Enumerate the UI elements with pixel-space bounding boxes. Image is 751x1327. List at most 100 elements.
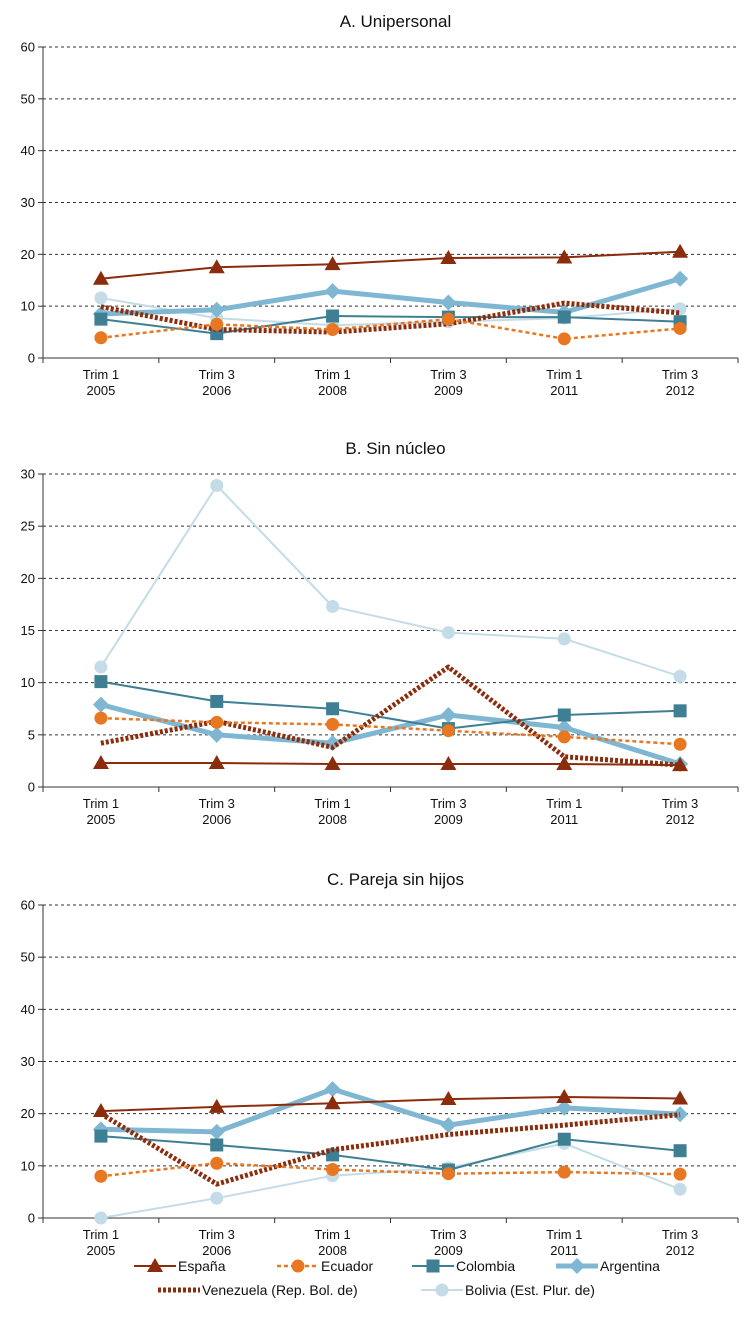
x-tick-label: Trim 1 2011 <box>546 367 582 398</box>
point-espana <box>556 249 573 264</box>
series-line-colombia <box>100 1135 681 1171</box>
point-bolivia-est-plur-de <box>673 669 687 683</box>
chart-title: C. Pareja sin hijos <box>327 870 464 889</box>
point-espana <box>208 755 225 770</box>
point-espana <box>556 756 573 771</box>
series-line-bolivia-est-plur-de <box>100 1142 681 1219</box>
point-argentina <box>672 270 689 287</box>
point-ecuador <box>94 1169 108 1183</box>
x-tick-label: Trim 1 2011 <box>546 796 582 827</box>
point-ecuador <box>441 1167 455 1181</box>
point-colombia <box>557 1132 571 1146</box>
legend-label: Venezuela (Rep. Bol. de) <box>202 1282 358 1298</box>
series-line-espana <box>100 250 681 280</box>
point-espana <box>672 243 689 258</box>
point-espana <box>208 259 225 274</box>
series-line-colombia <box>100 315 681 335</box>
point-argentina <box>208 1123 225 1140</box>
point-bolivia-est-plur-de <box>210 1191 224 1205</box>
y-tick-label: 60 <box>21 898 35 913</box>
x-tick-label: Trim 1 2008 <box>314 1227 350 1258</box>
series-line-ecuador <box>100 716 681 746</box>
y-tick-label: 40 <box>21 143 35 158</box>
point-ecuador <box>557 332 571 346</box>
series-colombia <box>94 1129 687 1177</box>
x-tick-label: Trim 3 2006 <box>199 367 235 398</box>
legend-swatch-marker <box>569 1258 585 1274</box>
y-tick-label: 40 <box>21 1002 35 1017</box>
series-venezuela-rep-bol-de <box>100 664 681 768</box>
point-espana <box>92 270 109 285</box>
series-argentina <box>92 1081 689 1140</box>
series-line-argentina <box>100 1086 681 1135</box>
point-argentina <box>672 1106 689 1123</box>
y-tick-label: 0 <box>28 780 35 795</box>
point-argentina <box>440 707 457 724</box>
x-tick-label: Trim 1 2008 <box>314 796 350 827</box>
x-tick-label: Trim 3 2012 <box>662 796 698 827</box>
legend-item-argentina: Argentina <box>556 1258 660 1274</box>
x-tick-label: Trim 3 2006 <box>199 1227 235 1258</box>
point-ecuador <box>557 730 571 744</box>
point-colombia <box>94 675 108 689</box>
y-tick-label: 30 <box>21 1054 35 1069</box>
y-tick-label: 20 <box>21 571 35 586</box>
point-bolivia-est-plur-de <box>673 1182 687 1196</box>
point-bolivia-est-plur-de <box>94 660 108 674</box>
chart-a-unipersonal: A. Unipersonal 0 10 20 30 40 50 60 Trim 1 2005 Tri… <box>21 12 739 398</box>
y-tick-label: 5 <box>28 727 35 742</box>
legend-item-ecuador: Ecuador <box>277 1258 373 1274</box>
point-colombia <box>673 704 687 718</box>
x-tick-label: Trim 1 2011 <box>546 1227 582 1258</box>
point-colombia <box>557 310 571 324</box>
point-argentina <box>440 294 457 311</box>
series-line-espana <box>100 1096 681 1113</box>
y-tick-label: 50 <box>21 950 35 965</box>
point-espana <box>672 1090 689 1105</box>
point-ecuador <box>441 724 455 738</box>
series-ecuador <box>94 711 687 751</box>
series-argentina <box>92 270 689 322</box>
point-espana <box>324 256 341 271</box>
y-tick-label: 30 <box>21 467 35 482</box>
y-tick-label: 60 <box>21 40 35 55</box>
point-espana <box>556 1088 573 1103</box>
point-bolivia-est-plur-de <box>94 1211 108 1225</box>
x-tick-label: Trim 3 2012 <box>662 367 698 398</box>
point-argentina <box>556 719 573 736</box>
y-tick-label: 0 <box>28 351 35 366</box>
point-espana <box>92 755 109 770</box>
y-tick-label: 50 <box>21 91 35 106</box>
point-espana <box>440 1091 457 1106</box>
point-espana <box>672 757 689 772</box>
point-colombia <box>210 694 224 708</box>
series-ecuador <box>94 1156 687 1183</box>
y-tick-label: 0 <box>28 1211 35 1226</box>
point-argentina <box>208 301 225 318</box>
point-espana <box>324 1095 341 1110</box>
x-tick-label: Trim 3 2012 <box>662 1227 698 1258</box>
series-line-argentina <box>100 702 681 767</box>
x-tick-label: Trim 3 2009 <box>430 796 466 827</box>
point-argentina <box>556 1099 573 1116</box>
point-ecuador <box>94 711 108 725</box>
legend-swatch-marker <box>435 1283 449 1297</box>
y-tick-label: 10 <box>21 1158 35 1173</box>
point-bolivia-est-plur-de <box>441 626 455 640</box>
point-bolivia-est-plur-de <box>557 632 571 646</box>
point-ecuador <box>210 715 224 729</box>
legend-swatch-marker <box>426 1259 440 1273</box>
x-tick-label: Trim 1 2008 <box>314 367 350 398</box>
point-espana <box>440 756 457 771</box>
point-ecuador <box>673 321 687 335</box>
x-tick-label: Trim 1 2005 <box>83 1227 119 1258</box>
series-espana <box>92 755 689 772</box>
legend-item-bolivia-est-plur-de: Bolivia (Est. Plur. de) <box>421 1282 595 1298</box>
x-tick-label: Trim 1 2005 <box>83 367 119 398</box>
legend-item-venezuela-rep-bol-de: Venezuela (Rep. Bol. de) <box>158 1282 358 1298</box>
point-ecuador <box>557 1165 571 1179</box>
legend-swatch-marker <box>291 1259 305 1273</box>
point-argentina <box>92 696 109 713</box>
series-line-colombia <box>100 680 681 730</box>
x-tick-label: Trim 1 2005 <box>83 796 119 827</box>
